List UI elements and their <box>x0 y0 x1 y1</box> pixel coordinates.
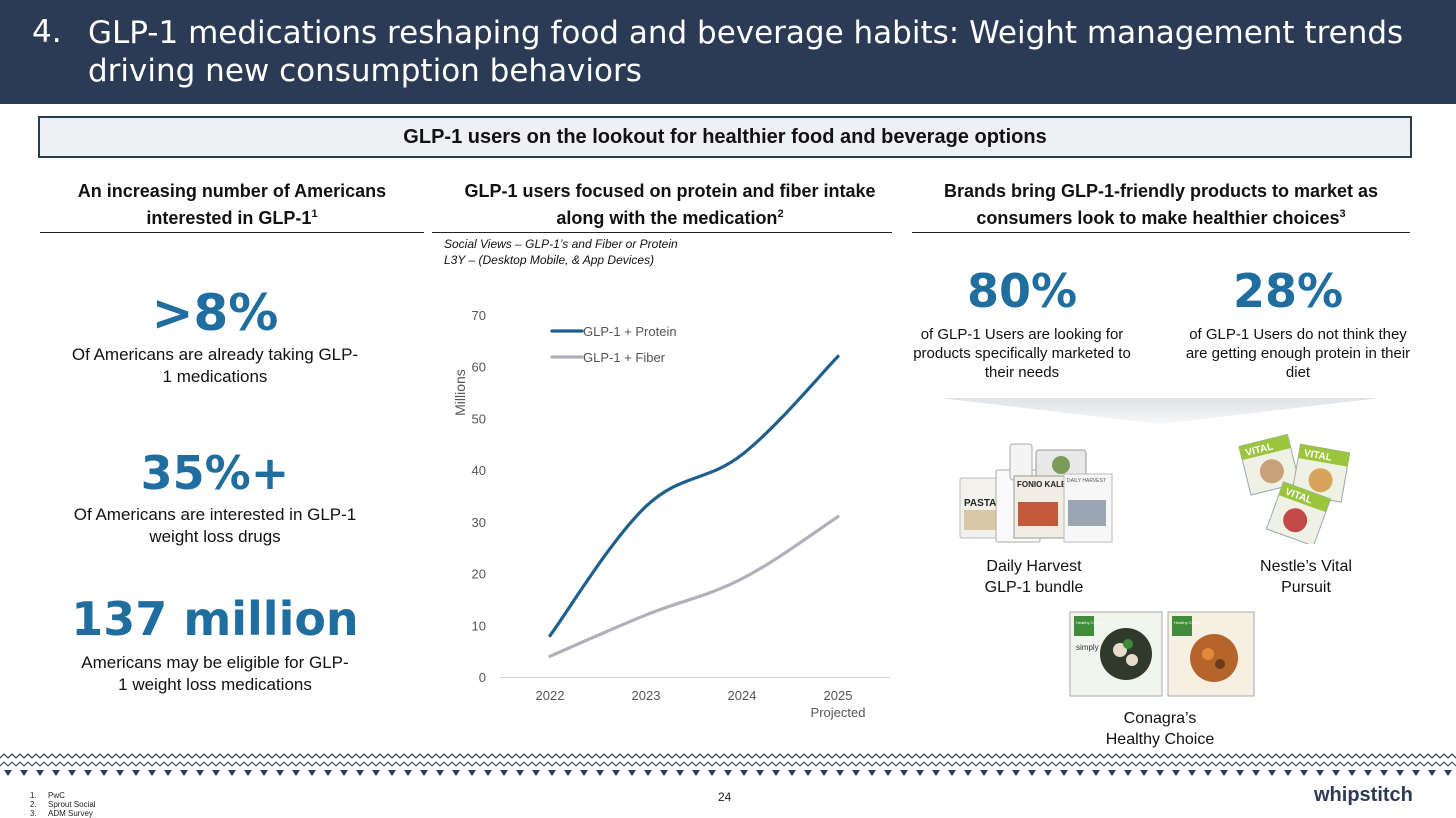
line-chart: 0 10 20 30 40 50 60 70 Millions 2022 2023 2024 2025 P… <box>452 308 890 720</box>
chart-note-line-2: L3Y – (Desktop Mobile, & App Devices) <box>444 253 655 267</box>
stat-desc-2: Of Americans are interested in GLP-1 wei… <box>73 505 357 546</box>
footnotes: 1. PwC 2. Sprout Social 3. ADM Survey <box>30 791 96 818</box>
healthy-choice-pkg-label-1: Healthy Choice <box>1076 620 1104 625</box>
right-footnote-ref: 3 <box>1339 208 1346 220</box>
middle-heading: GLP-1 users focused on protein and fiber… <box>450 180 890 230</box>
right-stat-desc-1: of GLP-1 Users are looking for products … <box>913 326 1131 381</box>
footnote-1: 1. PwC <box>30 791 96 800</box>
caption-healthy-choice-line-2: Healthy Choice <box>1105 731 1215 748</box>
right-stat-value-2: 28% <box>1232 264 1344 318</box>
daily-harvest-pkg-label-brand: DAILY HARVEST <box>1067 478 1106 484</box>
healthy-choice-pkg-label-2: Healthy Choice <box>1174 620 1202 625</box>
page-number: 24 <box>718 790 732 804</box>
banner: GLP-1 users on the lookout for healthier… <box>38 116 1412 158</box>
healthy-choice-product-image: Healthy Choice simply Healthy Choice <box>1069 611 1255 697</box>
footnote-3: 3. ADM Survey <box>30 809 96 818</box>
footnote-2: 2. Sprout Social <box>30 800 96 809</box>
daily-harvest-pkg-label-pasta: PASTA <box>964 498 996 509</box>
left-heading: An increasing number of Americans intere… <box>40 180 424 230</box>
caption-vital-line-1: Nestle’s Vital <box>1260 558 1352 575</box>
footnote-1-text: PwC <box>48 791 65 800</box>
legend-label-protein: GLP-1 + Protein <box>583 324 677 339</box>
x-tick-sublabel: Projected <box>811 705 866 720</box>
footnote-2-number: 2. <box>30 800 37 809</box>
right-stat-desc-2: of GLP-1 Users do not think they are get… <box>1185 326 1411 381</box>
whipstitch-logo: whipstitch <box>1314 784 1413 806</box>
right-heading: Brands bring GLP-1-friendly products to … <box>912 180 1410 230</box>
right-divider <box>912 232 1410 233</box>
series-line-fiber <box>548 515 840 658</box>
y-tick-label: 30 <box>472 515 486 530</box>
left-heading-text: An increasing number of Americans intere… <box>77 181 387 228</box>
x-tick-label: 2024 <box>728 688 757 703</box>
caption-daily-harvest-line-1: Daily Harvest <box>986 558 1082 575</box>
y-tick-label: 20 <box>472 567 486 582</box>
footnote-3-number: 3. <box>30 809 37 818</box>
caption-healthy-choice: Conagra’s Healthy Choice <box>1080 708 1240 750</box>
decorative-border <box>0 752 1456 780</box>
left-divider <box>40 232 424 233</box>
middle-divider <box>432 232 892 233</box>
y-tick-label: 0 <box>479 670 486 685</box>
x-tick-label: 2025 <box>824 688 853 703</box>
left-footnote-ref: 1 <box>311 208 318 220</box>
stat-desc-3: Americans may be eligible for GLP-1 weig… <box>81 653 349 694</box>
chart-note: Social Views – GLP-1’s and Fiber or Prot… <box>444 236 678 268</box>
y-tick-label: 60 <box>472 360 486 375</box>
funnel-arrow <box>940 398 1380 424</box>
middle-heading-text: GLP-1 users focused on protein and fiber… <box>464 181 876 228</box>
footnote-2-text: Sprout Social <box>48 800 96 809</box>
slide-header: 4. GLP-1 medications reshaping food and … <box>0 0 1456 104</box>
caption-daily-harvest-line-2: GLP-1 bundle <box>984 579 1084 596</box>
right-stat-value-1: 80% <box>966 264 1078 318</box>
stat-desc-1: Of Americans are already taking GLP-1 me… <box>71 345 359 386</box>
daily-harvest-product-image: PASTA FONIO KALE DAILY HARVEST <box>959 443 1113 543</box>
legend-label-fiber: GLP-1 + Fiber <box>583 350 666 365</box>
series-line-protein <box>548 354 840 638</box>
healthy-choice-pkg-label-simply: simply <box>1076 643 1099 652</box>
caption-healthy-choice-line-1: Conagra’s <box>1123 710 1197 727</box>
vital-pkg-label-2: VITAL <box>1303 448 1333 464</box>
y-tick-label: 50 <box>472 411 486 426</box>
stat-value-2: 35%+ <box>140 446 290 500</box>
vital-pursuit-product-image: VITAL VITAL VITAL <box>1238 433 1351 544</box>
stat-value-1: >8% <box>151 284 279 342</box>
daily-harvest-pkg-label-fonio: FONIO KALE <box>1017 480 1067 489</box>
footnote-1-number: 1. <box>30 791 37 800</box>
y-axis-label: Millions <box>452 369 468 416</box>
middle-footnote-ref: 2 <box>777 208 784 220</box>
caption-vital-line-2: Pursuit <box>1281 579 1331 596</box>
caption-vital-pursuit: Nestle’s Vital Pursuit <box>1226 556 1386 598</box>
y-tick-label: 70 <box>472 308 486 323</box>
chart-note-line-1: Social Views – GLP-1’s and Fiber or Prot… <box>444 237 678 251</box>
right-heading-text: Brands bring GLP-1-friendly products to … <box>943 181 1379 228</box>
y-tick-label: 40 <box>472 463 486 478</box>
stat-value-3: 137 million <box>71 592 359 646</box>
x-tick-label: 2023 <box>632 688 661 703</box>
caption-daily-harvest: Daily Harvest GLP-1 bundle <box>954 556 1114 598</box>
x-tick-label: 2022 <box>536 688 565 703</box>
y-tick-label: 10 <box>472 618 486 633</box>
section-number: 4. <box>32 14 62 50</box>
footnote-3-text: ADM Survey <box>48 809 93 818</box>
slide-title: GLP-1 medications reshaping food and bev… <box>88 15 1404 89</box>
